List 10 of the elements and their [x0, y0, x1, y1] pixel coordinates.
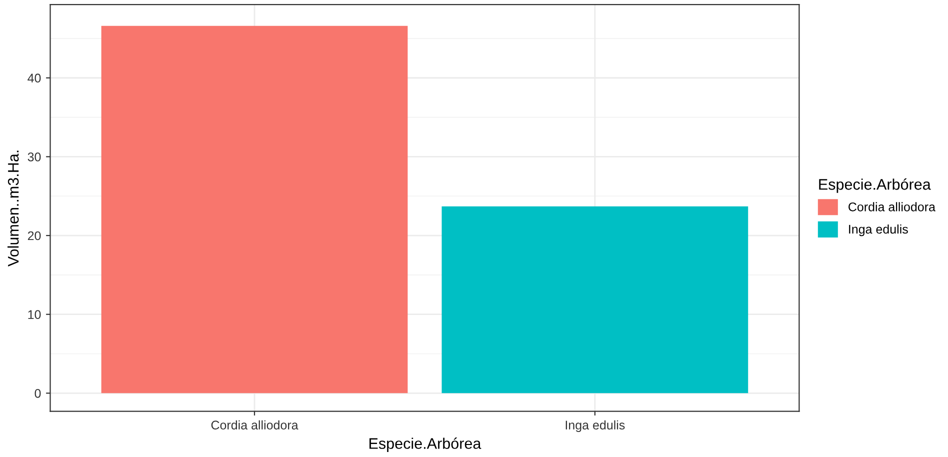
legend-label: Inga edulis	[849, 224, 908, 236]
x-axis-title: Especie.Arbórea	[369, 438, 482, 452]
legend-label: Cordia alliodora	[848, 202, 936, 212]
y-tick-label: 10	[28, 310, 41, 319]
y-tick-label: 30	[28, 152, 41, 162]
y-tick-label: 40	[28, 74, 41, 83]
y-tick-label: 20	[28, 231, 41, 240]
y-axis-title: Volumen..m3.Ha.	[8, 150, 19, 266]
legend-title: Especie.Arbórea	[819, 178, 931, 193]
y-tick-label: 0	[34, 388, 41, 398]
